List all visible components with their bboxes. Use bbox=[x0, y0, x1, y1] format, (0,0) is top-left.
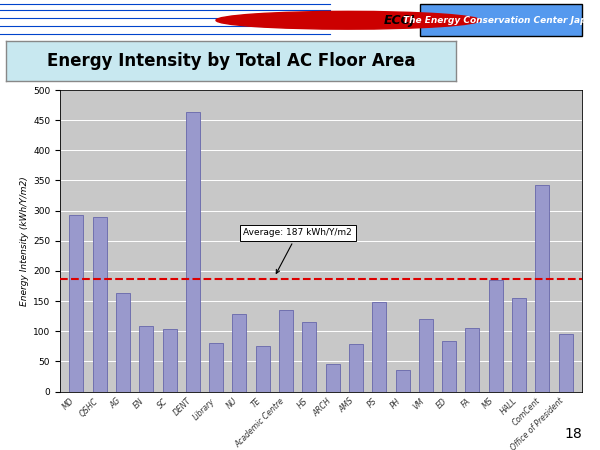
Bar bbox=[395, 370, 410, 392]
Text: Average: 187 kWh/Y/m2: Average: 187 kWh/Y/m2 bbox=[244, 229, 352, 274]
Bar bbox=[535, 185, 550, 392]
Bar bbox=[70, 215, 83, 392]
Bar bbox=[256, 346, 270, 392]
Bar bbox=[512, 298, 526, 392]
Bar bbox=[139, 326, 153, 392]
Bar bbox=[559, 334, 572, 392]
Y-axis label: Energy Intensity (kWh/Y/m2): Energy Intensity (kWh/Y/m2) bbox=[20, 176, 29, 306]
Text: The Energy Conservation Center Japan: The Energy Conservation Center Japan bbox=[403, 16, 599, 25]
Bar bbox=[186, 112, 200, 392]
Text: Energy Intensity by Total AC Floor Area: Energy Intensity by Total AC Floor Area bbox=[47, 52, 415, 70]
Bar bbox=[489, 280, 503, 392]
Bar bbox=[372, 302, 386, 392]
Bar bbox=[419, 319, 433, 392]
Bar bbox=[92, 216, 107, 392]
FancyBboxPatch shape bbox=[420, 4, 582, 36]
Bar bbox=[209, 343, 223, 392]
Circle shape bbox=[216, 11, 480, 29]
Bar bbox=[232, 314, 247, 392]
Bar bbox=[466, 328, 479, 392]
Bar bbox=[326, 364, 340, 392]
Bar bbox=[349, 344, 363, 392]
Text: ECCJ: ECCJ bbox=[384, 14, 415, 27]
Bar bbox=[442, 342, 456, 392]
Bar bbox=[163, 329, 176, 392]
Bar bbox=[116, 293, 130, 392]
Bar bbox=[279, 310, 293, 392]
Bar bbox=[302, 322, 316, 392]
Text: 18: 18 bbox=[564, 427, 582, 441]
